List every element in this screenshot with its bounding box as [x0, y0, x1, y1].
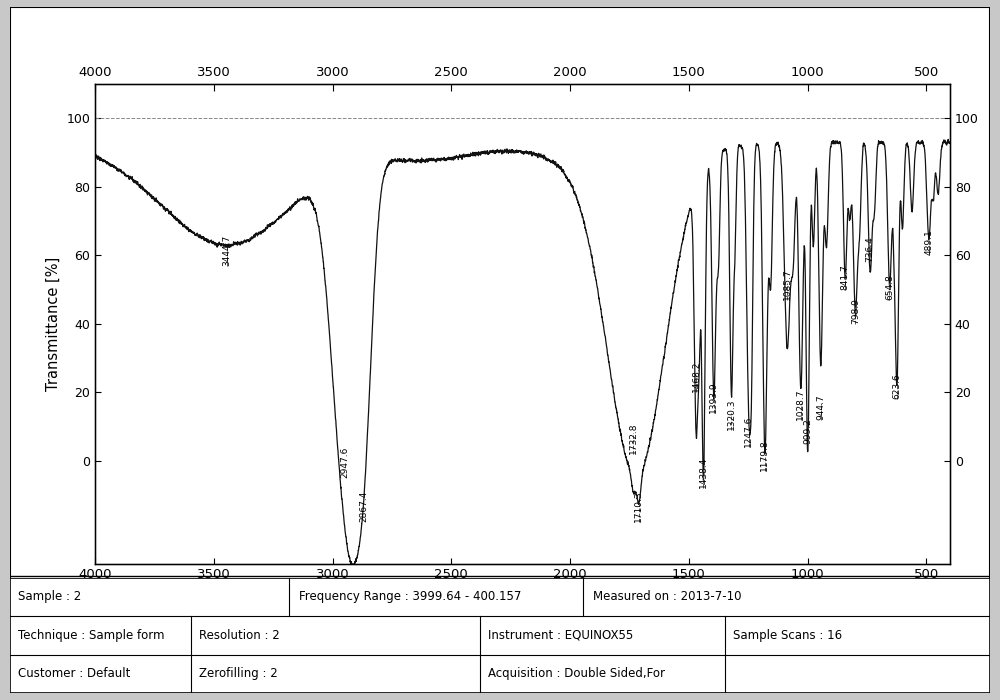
Text: 1320.3: 1320.3	[727, 398, 736, 430]
Text: 3444.7: 3444.7	[222, 234, 231, 265]
Text: Technique : Sample form: Technique : Sample form	[18, 629, 164, 642]
Text: 944.7: 944.7	[816, 394, 825, 419]
Text: 1710.3: 1710.3	[634, 491, 643, 522]
Y-axis label: Transmittance [%]: Transmittance [%]	[46, 257, 61, 391]
Text: Sample Scans : 16: Sample Scans : 16	[733, 629, 842, 642]
Text: Resolution : 2: Resolution : 2	[199, 629, 280, 642]
Text: 623.6: 623.6	[892, 373, 901, 399]
Text: 1438.4: 1438.4	[699, 457, 708, 488]
Text: 1393.9: 1393.9	[709, 382, 718, 413]
Text: Zerofilling : 2: Zerofilling : 2	[199, 667, 278, 680]
X-axis label: Wavenumber cm-1: Wavenumber cm-1	[453, 587, 592, 602]
Text: Frequency Range : 3999.64 - 400.157: Frequency Range : 3999.64 - 400.157	[299, 590, 521, 603]
Text: 1732.8: 1732.8	[629, 422, 638, 454]
Text: 1028.7: 1028.7	[796, 388, 805, 419]
Text: 654.8: 654.8	[885, 274, 894, 300]
Text: Acquisition : Double Sided,For: Acquisition : Double Sided,For	[488, 667, 665, 680]
Text: 736.4: 736.4	[866, 237, 875, 262]
Text: 798.9: 798.9	[851, 298, 860, 323]
Text: 1247.6: 1247.6	[744, 416, 753, 447]
Text: 999.2: 999.2	[803, 418, 812, 444]
Text: 841.7: 841.7	[841, 264, 850, 290]
Text: 2947.6: 2947.6	[340, 447, 349, 478]
Text: 489.1: 489.1	[924, 230, 933, 256]
Text: Instrument : EQUINOX55: Instrument : EQUINOX55	[488, 629, 633, 642]
Text: 1179.8: 1179.8	[760, 440, 769, 471]
Text: 1468.2: 1468.2	[692, 361, 701, 392]
Text: Sample : 2: Sample : 2	[18, 590, 81, 603]
Text: 2867.4: 2867.4	[359, 491, 368, 522]
Text: 1085.7: 1085.7	[783, 268, 792, 300]
Text: Measured on : 2013-7-10: Measured on : 2013-7-10	[593, 590, 742, 603]
Text: Customer : Default: Customer : Default	[18, 667, 130, 680]
